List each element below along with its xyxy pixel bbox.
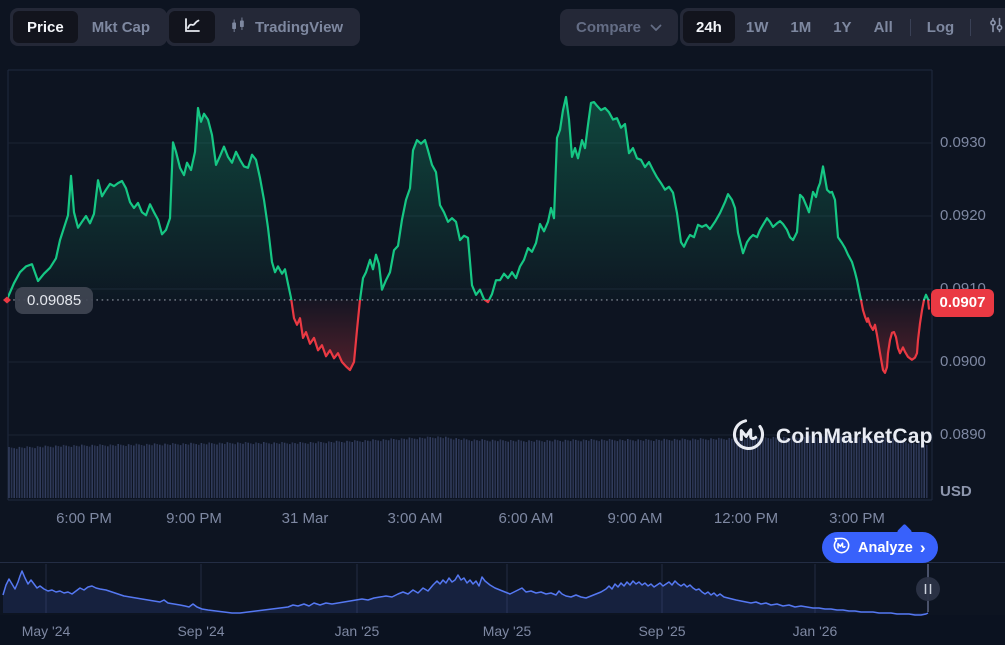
chart-type-toggle-group: TradingView — [166, 8, 361, 46]
range-all-label: All — [873, 18, 893, 36]
sliders-icon — [986, 15, 1005, 39]
toolbar-divider — [970, 18, 972, 36]
x-axis-tick: 6:00 PM — [56, 510, 112, 527]
x-axis-tick: 31 Mar — [281, 510, 329, 527]
toolbar-divider — [909, 18, 911, 36]
current-price-badge: 0.0907 — [931, 289, 994, 317]
metric-toggle-group: Price Mkt Cap — [10, 8, 168, 46]
minimap-date-label: Jan '25 — [334, 623, 380, 639]
x-axis-tick: 9:00 AM — [607, 510, 663, 527]
range-24h-button[interactable]: 24h — [683, 11, 735, 43]
y-axis-tick: 0.0920 — [940, 207, 986, 224]
x-axis-tick: 3:00 AM — [387, 510, 443, 527]
log-label: Log — [926, 18, 955, 36]
x-axis-tick: 12:00 PM — [713, 510, 779, 527]
range-1y-button[interactable]: 1Y — [822, 11, 862, 43]
minimap-date-label: May '24 — [21, 623, 71, 639]
cmc-bubble-icon — [832, 536, 851, 559]
minimap-date-label: Sep '24 — [177, 623, 225, 639]
range-1w-label: 1W — [745, 18, 769, 36]
coinmarketcap-logo-icon — [731, 417, 766, 457]
tradingview-label: TradingView — [255, 18, 344, 36]
range-1m-button[interactable]: 1M — [779, 11, 822, 43]
mkt-cap-tab[interactable]: Mkt Cap — [78, 11, 164, 43]
range-toggle-group: 24h 1W 1M 1Y All Log — [680, 8, 1005, 46]
compare-label: Compare — [576, 19, 642, 36]
log-scale-button[interactable]: Log — [917, 11, 965, 43]
price-tab-label: Price — [27, 18, 64, 36]
y-axis-tick: 0.0930 — [940, 134, 986, 151]
line-chart-icon — [182, 15, 202, 39]
line-chart-tab[interactable] — [169, 11, 215, 43]
analyze-label: Analyze — [858, 539, 913, 556]
coinmarketcap-watermark: CoinMarketCap — [731, 417, 933, 457]
minimap-date-label: Jan '26 — [792, 623, 838, 639]
mkt-cap-tab-label: Mkt Cap — [91, 18, 151, 36]
minimap-brush-handle[interactable] — [916, 564, 940, 612]
range-1w-button[interactable]: 1W — [735, 11, 780, 43]
x-axis-tick: 9:00 PM — [166, 510, 222, 527]
y-axis-tick: 0.0890 — [940, 426, 986, 443]
compare-button[interactable]: Compare — [560, 9, 679, 46]
minimap-date-strip — [0, 615, 1005, 645]
price-tab[interactable]: Price — [13, 11, 78, 43]
range-24h-label: 24h — [696, 18, 722, 36]
range-1m-label: 1M — [790, 18, 812, 36]
minimap-date-label: May '25 — [482, 623, 532, 639]
candlestick-icon — [229, 16, 247, 39]
watermark-text: CoinMarketCap — [776, 425, 933, 448]
range-all-button[interactable]: All — [863, 11, 904, 43]
chevron-down-icon — [650, 19, 662, 36]
y-axis-tick: 0.0900 — [940, 353, 986, 370]
range-1y-label: 1Y — [833, 18, 852, 36]
minimap-date-label: Sep '25 — [638, 623, 686, 639]
x-axis-tick: 6:00 AM — [498, 510, 554, 527]
baseline-price-label: 0.09085 — [15, 287, 94, 314]
chart-settings-button[interactable] — [977, 11, 1005, 43]
currency-unit-label: USD — [940, 483, 972, 500]
x-axis-tick: 3:00 PM — [829, 510, 885, 527]
chevron-right-icon: › — [919, 538, 926, 557]
tradingview-tab[interactable]: TradingView — [215, 11, 357, 43]
analyze-button[interactable]: Analyze › — [822, 532, 939, 563]
